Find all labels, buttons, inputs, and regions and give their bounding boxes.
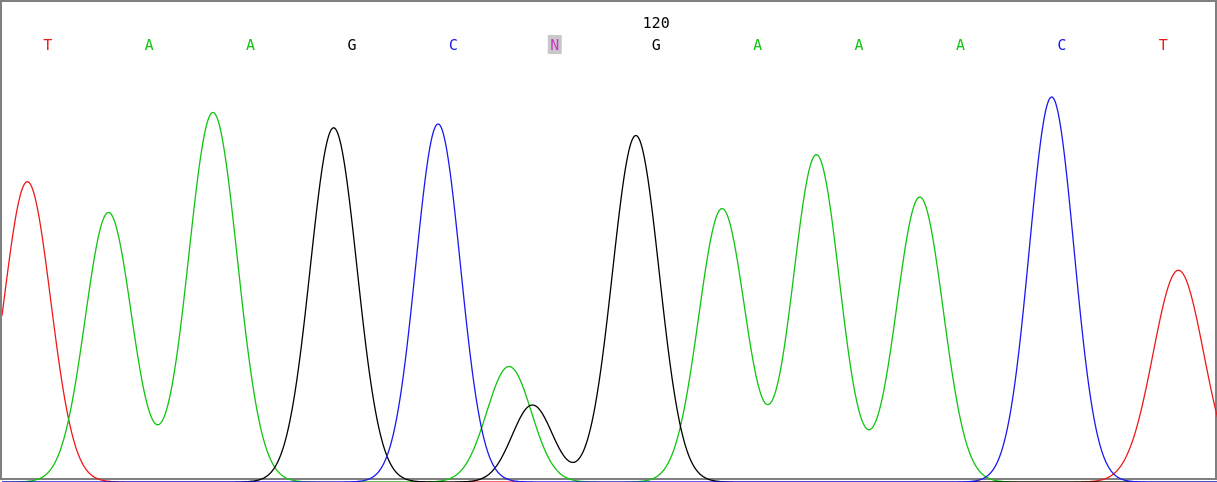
base-call-6: G — [652, 36, 661, 54]
base-highlights — [547, 35, 562, 54]
base-highlight-5 — [547, 35, 562, 54]
base-call-2: A — [246, 36, 255, 54]
trace-lines — [2, 96, 1217, 482]
base-call-11: T — [1159, 36, 1168, 54]
base-call-1: A — [145, 36, 154, 54]
base-call-5: N — [550, 36, 559, 54]
base-call-0: T — [43, 36, 52, 54]
trace-T — [2, 181, 1217, 482]
trace-C — [2, 96, 1217, 482]
trace-G — [2, 127, 1217, 482]
base-call-8: A — [855, 36, 864, 54]
base-call-9: A — [956, 36, 965, 54]
base-call-7: A — [753, 36, 762, 54]
position-label-0: 120 — [643, 14, 670, 32]
base-call-4: C — [449, 36, 458, 54]
position-labels: 120 — [643, 14, 670, 32]
base-call-3: G — [347, 36, 356, 54]
base-call-10: C — [1057, 36, 1066, 54]
